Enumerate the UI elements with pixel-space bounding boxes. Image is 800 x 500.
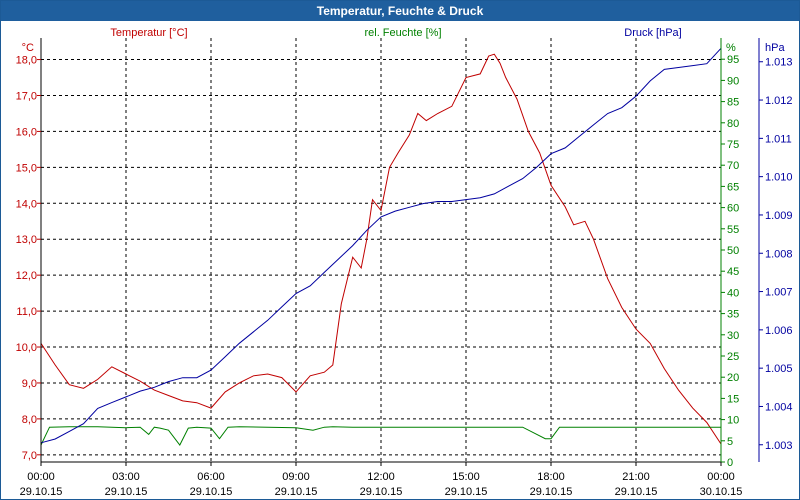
pressure-axis-title: Druck [hPa] — [624, 27, 681, 39]
pressure-tick-label: 1.009 — [765, 210, 793, 222]
x-tick-time-label: 09:00 — [282, 471, 310, 483]
temperature-tick-label: 15,0 — [16, 162, 37, 174]
pressure-tick-label: 1.005 — [765, 363, 793, 375]
humidity-tick-label: 65 — [727, 181, 739, 193]
temperature-tick-label: 11,0 — [16, 306, 37, 318]
temperature-series-line — [40, 53, 722, 445]
humidity-series-line — [40, 426, 721, 446]
humidity-tick-label: 85 — [727, 97, 739, 109]
pressure-tick-label: 1.013 — [765, 57, 793, 69]
humidity-tick-label: 15 — [727, 393, 739, 405]
temperature-tick-label: 17,0 — [16, 90, 37, 102]
temperature-tick-label: 10,0 — [16, 342, 37, 354]
humidity-tick-label: 35 — [727, 309, 739, 321]
humidity-tick-label: 45 — [727, 266, 739, 278]
pressure-tick-label: 1.003 — [765, 440, 793, 452]
temperature-tick-label: 16,0 — [16, 126, 37, 138]
pressure-unit-label: hPa — [765, 42, 785, 54]
x-tick-time-label: 21:00 — [622, 471, 650, 483]
humidity-tick-label: 40 — [727, 287, 739, 299]
humidity-tick-label: 0 — [727, 457, 733, 469]
x-tick-date-label: 29.10.15 — [530, 486, 573, 498]
pressure-tick-label: 1.006 — [765, 325, 793, 337]
x-tick-date-label: 29.10.15 — [445, 486, 488, 498]
x-tick-time-label: 18:00 — [537, 471, 565, 483]
humidity-tick-label: 30 — [727, 330, 739, 342]
temperature-tick-label: 9,0 — [22, 378, 37, 390]
x-tick-date-label: 29.10.15 — [20, 486, 63, 498]
temperature-tick-label: 18,0 — [16, 55, 37, 67]
humidity-axis-title: rel. Feuchte [%] — [364, 27, 441, 39]
pressure-tick-label: 1.011 — [765, 133, 792, 145]
temperature-unit-label: °C — [22, 42, 34, 54]
humidity-tick-label: 25 — [727, 351, 739, 363]
temperature-tick-label: 7,0 — [22, 450, 37, 462]
x-tick-date-label: 29.10.15 — [105, 486, 148, 498]
humidity-tick-label: 70 — [727, 160, 739, 172]
pressure-series-line — [40, 47, 722, 444]
x-tick-date-label: 29.10.15 — [275, 486, 318, 498]
x-tick-date-label: 29.10.15 — [615, 486, 658, 498]
x-tick-time-label: 03:00 — [112, 471, 140, 483]
humidity-tick-label: 75 — [727, 139, 739, 151]
humidity-tick-label: 50 — [727, 245, 739, 257]
x-tick-time-label: 15:00 — [452, 471, 480, 483]
temperature-tick-label: 8,0 — [22, 414, 37, 426]
temperature-axis-title: Temperatur [°C] — [110, 27, 187, 39]
pressure-tick-label: 1.010 — [765, 172, 793, 184]
x-tick-time-label: 06:00 — [197, 471, 225, 483]
window-title: Temperatur, Feuchte & Druck — [1, 1, 799, 21]
temperature-tick-label: 12,0 — [16, 270, 37, 282]
pressure-tick-label: 1.004 — [765, 401, 793, 413]
pressure-tick-label: 1.008 — [765, 248, 793, 260]
x-tick-date-label: 29.10.15 — [360, 486, 403, 498]
pressure-tick-label: 1.012 — [765, 95, 793, 107]
humidity-tick-label: 60 — [727, 203, 739, 215]
temperature-tick-label: 14,0 — [16, 198, 37, 210]
x-tick-time-label: 00:00 — [707, 471, 735, 483]
temperature-tick-label: 13,0 — [16, 234, 37, 246]
x-tick-date-label: 29.10.15 — [190, 486, 233, 498]
x-tick-time-label: 00:00 — [27, 471, 55, 483]
humidity-tick-label: 20 — [727, 372, 739, 384]
x-tick-date-label: 30.10.15 — [700, 486, 743, 498]
humidity-tick-label: 10 — [727, 415, 739, 427]
humidity-tick-label: 80 — [727, 118, 739, 130]
humidity-unit-label: % — [726, 42, 736, 54]
humidity-tick-label: 90 — [727, 75, 739, 87]
x-tick-time-label: 12:00 — [367, 471, 395, 483]
humidity-tick-label: 5 — [727, 436, 733, 448]
humidity-tick-label: 55 — [727, 224, 739, 236]
humidity-tick-label: 95 — [727, 54, 739, 66]
pressure-tick-label: 1.007 — [765, 287, 793, 299]
